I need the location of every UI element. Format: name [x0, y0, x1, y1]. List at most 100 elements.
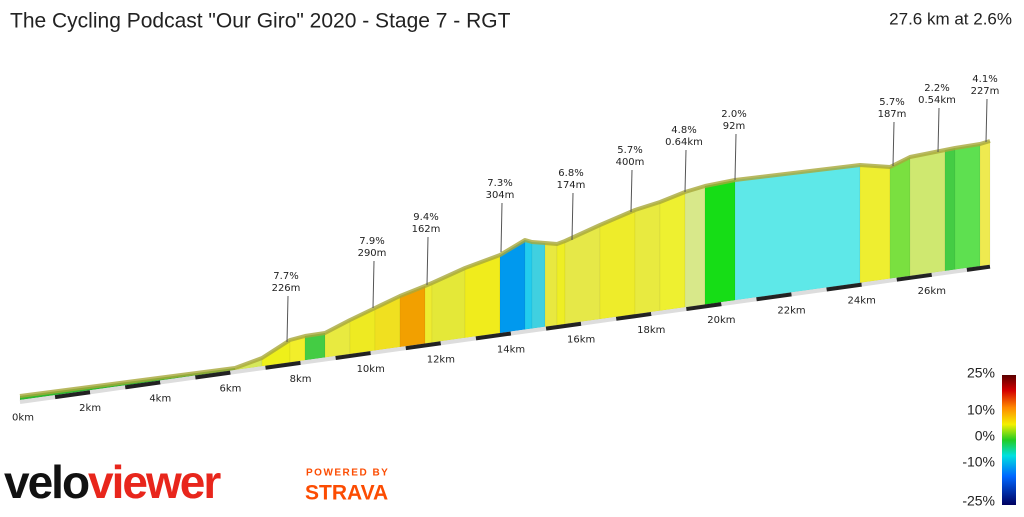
- distance-label: 20km: [707, 315, 735, 326]
- axis-band: [124, 380, 161, 390]
- climb-leader: [734, 133, 737, 181]
- climb-leader: [937, 107, 940, 153]
- distance-label: 12km: [427, 354, 455, 365]
- distance-label: 26km: [918, 286, 946, 297]
- axis-band: [580, 316, 617, 326]
- axis-band: [19, 395, 56, 404]
- profile-segment: [979, 140, 991, 267]
- axis-band: [335, 351, 371, 360]
- axis-band: [265, 360, 301, 370]
- axis-band: [195, 370, 231, 380]
- climb-length: 304m: [486, 190, 515, 201]
- climb-grade: 2.0%: [721, 109, 746, 120]
- climb-leader: [985, 98, 988, 143]
- axis-band: [650, 307, 687, 316]
- profile-segment: [944, 147, 956, 272]
- axis-band: [896, 272, 933, 282]
- legend-tick: -25%: [962, 493, 995, 509]
- profile-segment: [531, 241, 546, 329]
- climb-length: 0.64km: [665, 137, 703, 148]
- axis-band: [475, 331, 512, 341]
- profile: [19, 139, 991, 401]
- legend-tick: 0%: [975, 428, 995, 444]
- climb-grade: 5.7%: [617, 145, 642, 156]
- climb-length: 162m: [412, 224, 441, 235]
- profile-segment: [954, 143, 981, 270]
- axis-band: [615, 311, 652, 321]
- climb-leader: [684, 149, 687, 193]
- distance-label: 4km: [149, 393, 171, 404]
- profile-segment: [659, 191, 686, 312]
- profile-segment: [734, 164, 861, 301]
- climb-leader: [372, 260, 375, 309]
- profile-segment: [544, 242, 558, 328]
- axis-band: [545, 321, 582, 331]
- climb-grade: 2.2%: [924, 83, 949, 94]
- axis-band: [686, 302, 722, 312]
- powered-by: POWERED BY: [306, 468, 389, 479]
- distance-label: 0km: [12, 413, 34, 424]
- distance-axis: 0km 2km 4km 6km 8km 10km 12km 14km 16km 18km 20km 2…: [12, 264, 991, 424]
- axis-band: [861, 277, 898, 287]
- axis-band: [931, 267, 968, 277]
- climb-grade: 9.4%: [413, 212, 438, 223]
- annotations: 7.7%226m 7.9%290m 9.4%162m 7.3%304m 6.8%174m…: [272, 74, 1000, 343]
- strava: STRAVA: [305, 482, 388, 505]
- distance-label: 6km: [219, 384, 241, 395]
- legend-bar: [1002, 375, 1016, 505]
- distance-label: 10km: [357, 364, 385, 375]
- axis-band: [510, 326, 547, 336]
- climb-length: 400m: [616, 157, 645, 168]
- axis-band: [300, 355, 336, 365]
- logo-end: viewer: [88, 456, 221, 508]
- climb-leader: [892, 121, 895, 167]
- title: The Cycling Podcast "Our Giro" 2020 - St…: [10, 10, 511, 33]
- profile-segment: [424, 282, 433, 344]
- profile-segment: [524, 239, 533, 330]
- climb-length: 0.54km: [918, 95, 956, 106]
- axis-band: [54, 390, 91, 400]
- profile-segment: [909, 149, 946, 277]
- axis-band: [405, 341, 442, 351]
- profile-segment: [556, 240, 566, 326]
- climb-leader: [571, 192, 574, 241]
- climb-leader: [286, 295, 289, 343]
- climb-leader: [500, 202, 503, 253]
- profile-top: [19, 139, 991, 398]
- axis-band: [89, 385, 126, 395]
- axis-band: [370, 346, 407, 356]
- climb-length: 290m: [358, 248, 387, 259]
- distance-label: 18km: [637, 325, 665, 336]
- profile-segment: [634, 201, 661, 315]
- distance-label: 8km: [290, 374, 312, 385]
- climb-length: 226m: [272, 283, 301, 294]
- climb-length: 187m: [878, 109, 907, 120]
- climb-leader: [630, 169, 633, 213]
- axis-band: [966, 264, 991, 272]
- climb-grade: 4.8%: [671, 125, 696, 136]
- distance-label: 2km: [79, 403, 101, 414]
- climb-grade: 6.8%: [558, 168, 583, 179]
- axis-band: [791, 287, 827, 297]
- axis-band: [756, 292, 792, 302]
- summary: 27.6 km at 2.6%: [889, 9, 1012, 28]
- profile-segment: [599, 209, 636, 320]
- axis-band: [721, 297, 757, 307]
- axis-band: [160, 375, 196, 385]
- climb-grade: 4.1%: [972, 74, 997, 85]
- legend: 25% 10% 0% -10% -25%: [962, 365, 995, 509]
- legend-tick: 25%: [967, 365, 995, 381]
- climb-length: 174m: [557, 180, 586, 191]
- profile-segment: [889, 156, 911, 279]
- climb-length: 227m: [971, 86, 1000, 97]
- profile-segment: [684, 185, 706, 308]
- distance-label: 22km: [777, 305, 805, 316]
- climb-length: 92m: [723, 121, 745, 132]
- climb-grade: 7.7%: [273, 271, 298, 282]
- axis-band: [230, 365, 266, 375]
- climb-leader: [426, 236, 429, 286]
- logo: veloviewer: [4, 456, 221, 508]
- legend-tick: 10%: [967, 402, 995, 418]
